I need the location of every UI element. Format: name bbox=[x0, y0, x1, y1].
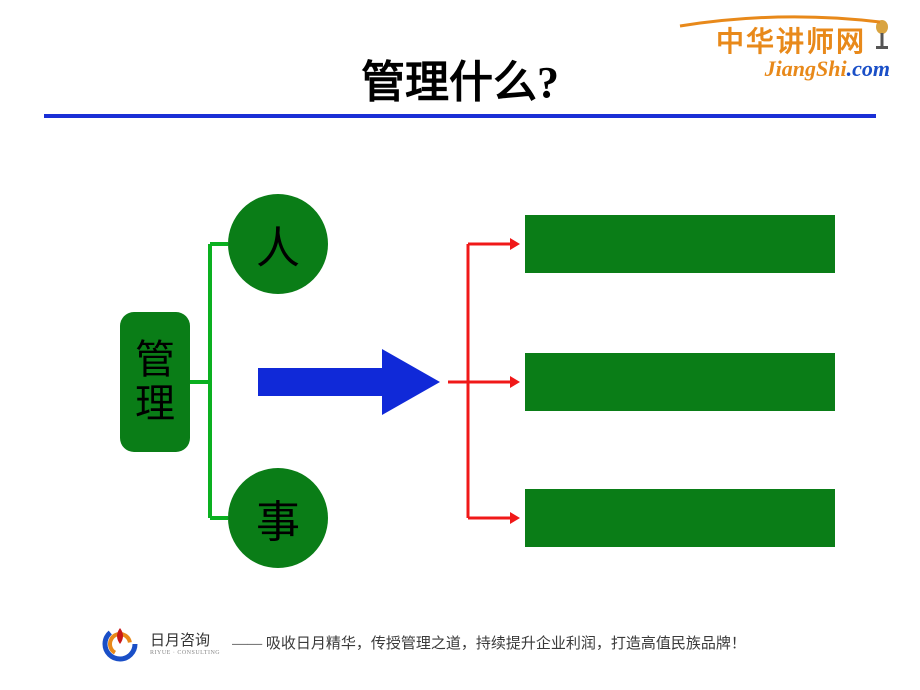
circle-node-matter: 事 bbox=[228, 468, 328, 568]
footer: 日月咨询 RIYUE · CONSULTING —— 吸收日月精华，传授管理之道… bbox=[100, 622, 746, 662]
logo-swoosh-icon bbox=[670, 12, 890, 32]
circle-label: 人 bbox=[256, 212, 300, 276]
footer-slogan: —— 吸收日月精华，传授管理之道，持续提升企业利润，打造高值民族品牌！ bbox=[232, 632, 746, 653]
root-node-char2: 理 bbox=[135, 382, 175, 426]
logo-en-a: JiangShi bbox=[765, 56, 847, 82]
logo-jiangshi: 中华讲师网 JiangShi.com bbox=[716, 20, 890, 82]
footer-logo-sub: RIYUE · CONSULTING bbox=[150, 650, 220, 656]
logo-en-b: .com bbox=[847, 56, 890, 82]
footer-logo-label: 日月咨询 bbox=[150, 629, 220, 650]
circle-node-person: 人 bbox=[228, 194, 328, 294]
result-box-2 bbox=[525, 353, 835, 411]
result-box-3 bbox=[525, 489, 835, 547]
circle-label: 事 bbox=[256, 486, 300, 550]
footer-logo-icon bbox=[100, 622, 140, 662]
result-box-1 bbox=[525, 215, 835, 273]
root-node: 管 理 bbox=[120, 312, 190, 452]
root-node-char1: 管 bbox=[135, 338, 175, 382]
